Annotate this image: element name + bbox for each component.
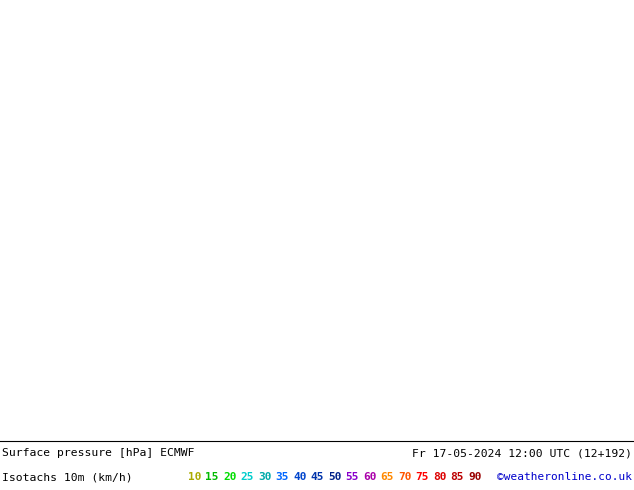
- Text: ©weatheronline.co.uk: ©weatheronline.co.uk: [497, 472, 632, 482]
- Text: 60: 60: [363, 472, 377, 482]
- Text: 85: 85: [451, 472, 464, 482]
- Text: 65: 65: [380, 472, 394, 482]
- Text: 75: 75: [415, 472, 429, 482]
- Text: Surface pressure [hPa] ECMWF: Surface pressure [hPa] ECMWF: [2, 448, 195, 458]
- Text: Fr 17-05-2024 12:00 UTC (12+192): Fr 17-05-2024 12:00 UTC (12+192): [412, 448, 632, 458]
- Text: 55: 55: [346, 472, 359, 482]
- Text: 50: 50: [328, 472, 342, 482]
- Text: 40: 40: [293, 472, 306, 482]
- Text: 25: 25: [240, 472, 254, 482]
- Text: 15: 15: [205, 472, 219, 482]
- Text: 30: 30: [258, 472, 271, 482]
- Text: 45: 45: [311, 472, 324, 482]
- Text: 20: 20: [223, 472, 236, 482]
- Text: Isotachs 10m (km/h): Isotachs 10m (km/h): [2, 472, 133, 482]
- Text: 35: 35: [276, 472, 289, 482]
- Text: 90: 90: [468, 472, 481, 482]
- Text: 80: 80: [433, 472, 446, 482]
- Text: 70: 70: [398, 472, 411, 482]
- Text: 10: 10: [188, 472, 202, 482]
